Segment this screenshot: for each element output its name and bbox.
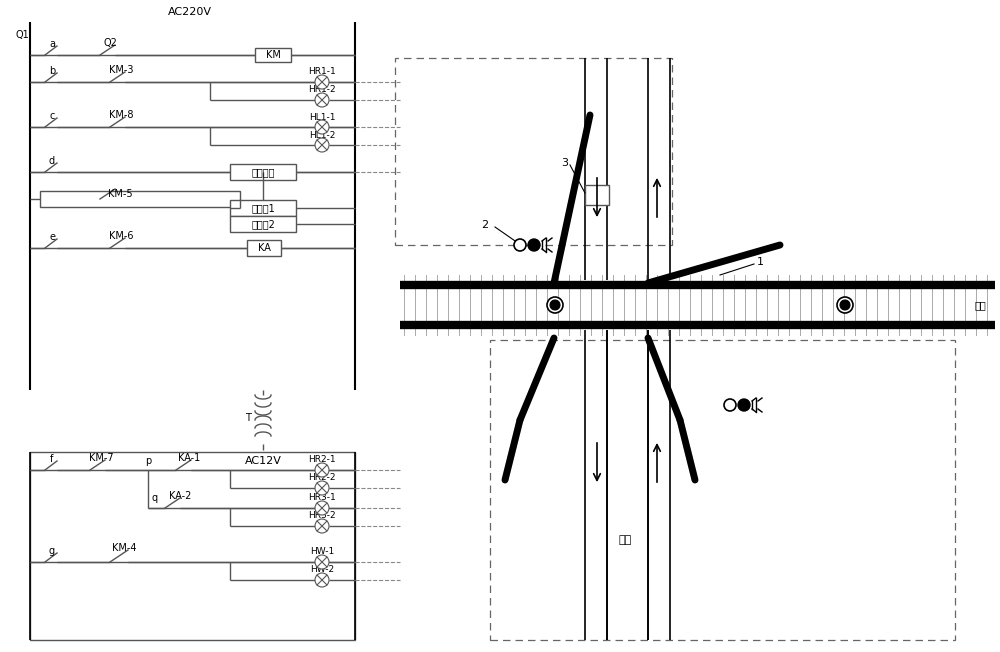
Text: KM-8: KM-8 (109, 110, 133, 120)
Text: KA: KA (258, 243, 270, 253)
Text: KA-1: KA-1 (178, 453, 200, 463)
Text: 公路: 公路 (618, 535, 632, 545)
Text: HL1-2: HL1-2 (309, 130, 335, 140)
Text: HR3-1: HR3-1 (308, 494, 336, 503)
Circle shape (315, 120, 329, 134)
Text: AC220V: AC220V (168, 7, 212, 17)
Text: AC12V: AC12V (245, 456, 281, 466)
Text: 音响板1: 音响板1 (251, 203, 275, 213)
Text: 3: 3 (562, 158, 568, 168)
Text: 音响板2: 音响板2 (251, 219, 275, 229)
Circle shape (315, 138, 329, 152)
Circle shape (840, 300, 850, 310)
Text: KM-3: KM-3 (109, 65, 133, 75)
Bar (247, 240, 281, 256)
Text: KM-5: KM-5 (108, 189, 132, 199)
Text: HW-2: HW-2 (310, 565, 334, 574)
Text: 2: 2 (481, 220, 489, 230)
Text: HR2-1: HR2-1 (308, 456, 336, 464)
Bar (585, 185, 609, 205)
Bar (230, 200, 296, 216)
Circle shape (528, 239, 540, 251)
Text: KM-6: KM-6 (109, 231, 133, 241)
Text: HW-1: HW-1 (310, 548, 334, 557)
Text: e: e (49, 232, 55, 242)
Circle shape (315, 555, 329, 569)
Text: 鐵路: 鐵路 (974, 300, 986, 310)
Text: KM-7: KM-7 (89, 453, 113, 463)
Text: HR2-2: HR2-2 (308, 473, 336, 482)
Text: p: p (145, 456, 151, 466)
Text: T: T (245, 413, 251, 423)
Bar (230, 164, 296, 180)
Circle shape (738, 399, 750, 411)
Bar (490, 340, 955, 640)
Text: g: g (49, 546, 55, 556)
Circle shape (547, 297, 563, 313)
Circle shape (315, 463, 329, 477)
Bar (255, 48, 291, 62)
Text: 开关电源: 开关电源 (251, 167, 275, 177)
Text: HR1-2: HR1-2 (308, 85, 336, 95)
Text: d: d (49, 156, 55, 166)
Text: KA-2: KA-2 (169, 491, 191, 501)
Circle shape (315, 519, 329, 533)
Text: c: c (49, 111, 55, 121)
Circle shape (837, 297, 853, 313)
Circle shape (315, 573, 329, 587)
Bar (395, 58, 672, 245)
Bar (230, 216, 296, 232)
Text: KM-4: KM-4 (112, 543, 136, 553)
Circle shape (550, 300, 560, 310)
Text: b: b (49, 66, 55, 76)
Circle shape (315, 501, 329, 515)
Text: HR3-2: HR3-2 (308, 512, 336, 520)
Text: 1: 1 (757, 257, 764, 267)
Text: HR1-1: HR1-1 (308, 68, 336, 76)
Text: KM: KM (266, 50, 280, 60)
Text: Q1: Q1 (16, 30, 30, 40)
Circle shape (514, 239, 526, 251)
Text: Q2: Q2 (103, 38, 117, 48)
Text: a: a (49, 39, 55, 49)
Text: HL1-1: HL1-1 (309, 113, 335, 121)
Circle shape (315, 481, 329, 495)
Text: f: f (50, 454, 54, 464)
Circle shape (724, 399, 736, 411)
Bar (30, 452, 355, 640)
Circle shape (315, 93, 329, 107)
Text: q: q (152, 493, 158, 503)
Bar (40, 191, 240, 207)
Circle shape (315, 75, 329, 89)
